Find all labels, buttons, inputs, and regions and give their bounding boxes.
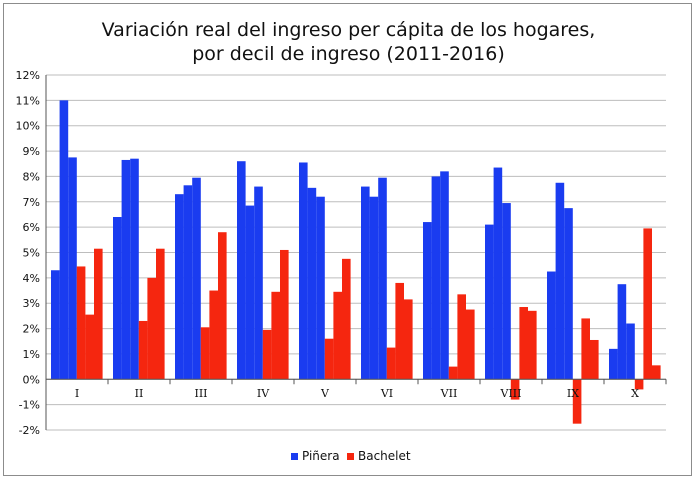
y-tick-label: 11% bbox=[16, 94, 40, 107]
bar bbox=[555, 182, 565, 380]
bar bbox=[369, 196, 379, 380]
bar bbox=[547, 271, 556, 380]
bar bbox=[572, 379, 582, 424]
bar bbox=[395, 282, 404, 380]
x-tick-label: II bbox=[135, 387, 144, 400]
x-tick-label: IV bbox=[257, 387, 270, 400]
bar bbox=[218, 232, 227, 380]
bar bbox=[130, 158, 139, 380]
x-tick-label: V bbox=[320, 387, 330, 400]
bar bbox=[485, 224, 494, 380]
y-tick-label: 3% bbox=[23, 297, 40, 310]
bar bbox=[94, 248, 103, 380]
bar bbox=[502, 203, 511, 380]
axes bbox=[45, 75, 667, 430]
bar bbox=[333, 291, 342, 380]
bar bbox=[423, 222, 432, 380]
y-tick-label: 5% bbox=[23, 247, 40, 260]
x-tick-label: VIII bbox=[500, 387, 522, 400]
bar bbox=[590, 339, 599, 380]
bar bbox=[404, 299, 413, 380]
y-tick-label: 0% bbox=[23, 373, 40, 386]
bar bbox=[493, 167, 503, 380]
bar bbox=[510, 379, 520, 400]
legend-swatch-pinera bbox=[291, 453, 298, 460]
bar bbox=[59, 100, 69, 380]
bar bbox=[581, 318, 590, 380]
bar bbox=[245, 205, 255, 380]
y-tick-label: 9% bbox=[23, 145, 40, 158]
x-tick-label: I bbox=[75, 387, 79, 400]
bar bbox=[361, 186, 370, 380]
bar bbox=[431, 176, 441, 380]
bar bbox=[342, 258, 351, 380]
bars bbox=[51, 100, 661, 424]
y-tick-label: 4% bbox=[23, 272, 40, 285]
bar bbox=[262, 329, 272, 380]
x-tick-labels: I II III IV V VI VII VIII IX X bbox=[75, 387, 639, 400]
y-tick-label: -1% bbox=[19, 399, 40, 412]
y-tick-label: 2% bbox=[23, 323, 40, 336]
legend-label-bachelet: Bachelet bbox=[358, 449, 411, 463]
bar bbox=[237, 161, 246, 380]
bar bbox=[156, 248, 165, 380]
chart-title-line-2: por decil de ingreso (2011-2016) bbox=[192, 43, 505, 65]
bar bbox=[307, 187, 317, 380]
bar bbox=[617, 284, 627, 380]
bar bbox=[634, 379, 644, 390]
bar bbox=[183, 185, 193, 380]
bar bbox=[440, 171, 449, 380]
y-tick-labels: -2% -1% 0% 1% 2% 3% 4% 5% 6% 7% 8% 9% 10% 11% 12% bbox=[16, 69, 40, 437]
bar bbox=[316, 196, 325, 380]
bar bbox=[299, 162, 308, 380]
y-tick-label: 8% bbox=[23, 170, 40, 183]
bar bbox=[652, 365, 661, 380]
bar bbox=[448, 366, 458, 380]
bar bbox=[200, 327, 210, 380]
x-tick-label: X bbox=[631, 387, 639, 400]
bar bbox=[209, 290, 218, 380]
legend-swatch-bachelet bbox=[347, 453, 354, 460]
y-tick-label: -2% bbox=[19, 424, 40, 437]
bar bbox=[609, 348, 618, 380]
y-tick-label: 1% bbox=[23, 348, 40, 361]
bar bbox=[113, 217, 122, 380]
x-tick-label: IX bbox=[567, 387, 579, 400]
x-tick-label: VI bbox=[380, 387, 393, 400]
bar bbox=[378, 177, 387, 380]
bar bbox=[564, 208, 573, 380]
bar bbox=[254, 186, 263, 380]
bar bbox=[643, 228, 652, 380]
bar bbox=[85, 314, 94, 380]
x-tick-label: III bbox=[194, 387, 207, 400]
y-tick-label: 6% bbox=[23, 221, 40, 234]
bar bbox=[386, 347, 396, 380]
bar bbox=[280, 249, 289, 380]
y-tick-label: 12% bbox=[16, 69, 40, 82]
bar bbox=[626, 323, 635, 380]
bar bbox=[147, 277, 156, 380]
legend-label-pinera: Piñera bbox=[302, 449, 340, 463]
bar bbox=[324, 338, 334, 380]
chart-title: Variación real del ingreso per cápita de… bbox=[0, 18, 697, 66]
bar bbox=[519, 307, 528, 380]
bar bbox=[51, 270, 60, 380]
bar bbox=[76, 266, 86, 380]
bar bbox=[457, 294, 466, 380]
bar bbox=[192, 177, 201, 380]
bar bbox=[528, 310, 537, 380]
bar bbox=[175, 194, 184, 380]
bar bbox=[271, 291, 280, 380]
y-tick-label: 10% bbox=[16, 120, 40, 133]
x-tick-label: VII bbox=[440, 387, 458, 400]
bar bbox=[138, 320, 148, 380]
bar bbox=[121, 159, 131, 380]
legend: Piñera Bachelet bbox=[291, 449, 411, 463]
chart-title-line-1: Variación real del ingreso per cápita de… bbox=[101, 19, 596, 41]
bar bbox=[466, 309, 475, 380]
bar bbox=[68, 157, 77, 380]
y-tick-label: 7% bbox=[23, 196, 40, 209]
